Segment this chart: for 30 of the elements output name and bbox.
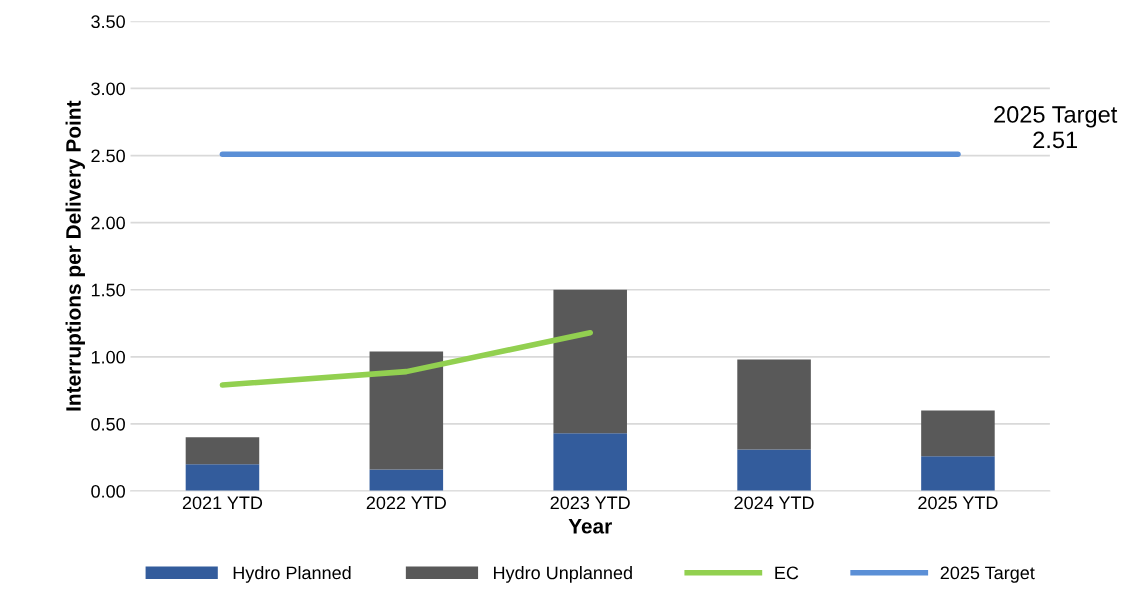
bar	[369, 469, 444, 492]
x-tick-label: 2023 YTD	[550, 496, 630, 510]
y-axis-title: Interruptions per Delivery Point	[65, 100, 85, 411]
bar	[737, 359, 811, 450]
y-tick-label: 0.50	[91, 417, 125, 431]
legend-label: Hydro Unplanned	[494, 566, 632, 583]
y-tick-label: 3.50	[91, 15, 125, 29]
y-tick-label: 0.00	[91, 484, 125, 498]
y-tick-label: 1.00	[91, 350, 125, 364]
bar	[369, 351, 444, 470]
bar	[185, 437, 260, 465]
bar	[921, 456, 995, 492]
legend-label: Hydro Planned	[233, 566, 351, 583]
x-tick-label: 2021 YTD	[182, 496, 263, 510]
y-tick-label: 3.00	[91, 82, 125, 96]
y-tick-label: 1.50	[91, 283, 125, 297]
legend-label: 2025 Target	[940, 566, 1035, 583]
x-axis-title: Year	[568, 519, 612, 534]
bar	[553, 433, 627, 492]
annotation: 2025 Target 2.51	[994, 106, 1118, 149]
bar	[553, 289, 627, 434]
bar	[737, 449, 811, 492]
bar	[921, 410, 995, 457]
x-tick-label: 2024 YTD	[734, 496, 814, 510]
y-tick-label: 2.50	[91, 149, 125, 163]
y-tick-label: 2.00	[91, 216, 125, 230]
legend-label: EC	[775, 566, 799, 580]
x-tick-label: 2022 YTD	[366, 496, 446, 510]
bar	[185, 464, 260, 492]
x-tick-label: 2025 YTD	[918, 496, 998, 510]
